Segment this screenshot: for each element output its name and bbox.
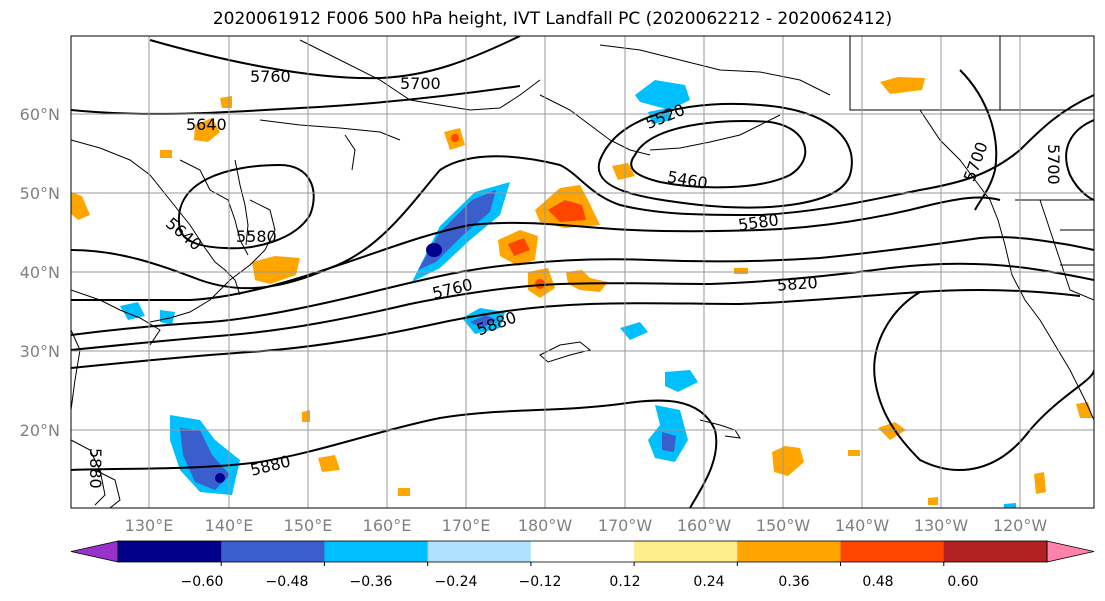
contour-label: 5700 — [960, 139, 992, 184]
colorbar-tick-label: 0.24 — [693, 574, 724, 590]
lon-label: 130°W — [914, 516, 969, 535]
lat-label: 20°N — [20, 421, 60, 440]
colorbar-swatch — [70, 540, 119, 563]
lon-label: 170°E — [442, 516, 491, 535]
colorbar-swatch — [943, 541, 1048, 562]
colorbar-frame — [117, 540, 1048, 563]
contour-label: 5580 — [737, 210, 780, 234]
colorbar-tick-label: −0.12 — [519, 574, 562, 590]
colorbar-swatch — [427, 541, 532, 562]
contour-label: 5700 — [400, 74, 441, 93]
colorbar-swatches — [70, 540, 1095, 566]
longitude-labels: 130°E 140°E 150°E 160°E 170°E 180°W 170°… — [125, 516, 1048, 535]
colorbar-tick-label: 0.12 — [609, 574, 640, 590]
contour-label: 5640 — [186, 115, 227, 134]
colorbar-tick-label: 0.60 — [947, 574, 978, 590]
ivt-negative-shading — [120, 80, 1016, 508]
colorbar-swatch — [737, 541, 842, 562]
coastlines — [71, 36, 1094, 508]
colorbar: −0.60 −0.48 −0.36 −0.24 −0.12 0.12 0.24 … — [70, 540, 1095, 590]
ivt-positive-shading — [71, 77, 1093, 505]
contour-label: 5640 — [162, 214, 205, 255]
lon-label: 130°E — [125, 516, 174, 535]
lon-label: 180°W — [518, 516, 573, 535]
contour-label: 5700 — [1044, 144, 1063, 185]
contour-label: 5820 — [776, 273, 818, 295]
lon-label: 170°W — [598, 516, 653, 535]
lon-label: 150°W — [756, 516, 811, 535]
latitude-labels: 60°N 50°N 40°N 30°N 20°N — [20, 105, 60, 440]
lon-label: 160°W — [677, 516, 732, 535]
colorbar-swatch — [221, 541, 325, 562]
colorbar-tick-label: −0.60 — [181, 574, 224, 590]
colorbar-swatch — [118, 541, 222, 562]
map-title: 2020061912 F006 500 hPa height, IVT Land… — [212, 9, 893, 29]
contour-label: 5880 — [86, 448, 105, 489]
colorbar-swatch — [1046, 540, 1095, 563]
contour-label: 5880 — [248, 451, 292, 479]
map-frame — [70, 35, 1095, 509]
colorbar-tick-label: −0.48 — [266, 574, 309, 590]
colorbar-tick-label: 0.36 — [778, 574, 809, 590]
contour-label: 5580 — [236, 227, 277, 246]
colorbar-swatch — [634, 541, 738, 562]
contour-label: 5760 — [430, 275, 474, 303]
lon-label: 140°E — [205, 516, 254, 535]
lat-label: 30°N — [20, 342, 60, 361]
lat-label: 50°N — [20, 184, 60, 203]
gridlines — [71, 36, 1094, 508]
map-panel: 5760 5700 5640 5520 5460 5580 5640 5580 … — [71, 36, 1094, 508]
lon-label: 140°W — [835, 516, 890, 535]
contour-label: 5460 — [666, 167, 709, 193]
contour-label: 5760 — [250, 67, 291, 86]
lon-label: 150°E — [284, 516, 333, 535]
lon-label: 160°E — [363, 516, 412, 535]
colorbar-tick-label: −0.24 — [435, 574, 478, 590]
colorbar-tick-label: −0.36 — [350, 574, 393, 590]
colorbar-ticks: −0.60 −0.48 −0.36 −0.24 −0.12 0.12 0.24 … — [181, 574, 979, 590]
lat-label: 60°N — [20, 105, 60, 124]
lon-label: 120°W — [993, 516, 1048, 535]
colorbar-swatch — [324, 541, 429, 562]
colorbar-swatch — [530, 541, 635, 562]
colorbar-swatch — [840, 541, 945, 562]
lat-label: 40°N — [20, 263, 60, 282]
colorbar-tick-label: 0.48 — [862, 574, 893, 590]
